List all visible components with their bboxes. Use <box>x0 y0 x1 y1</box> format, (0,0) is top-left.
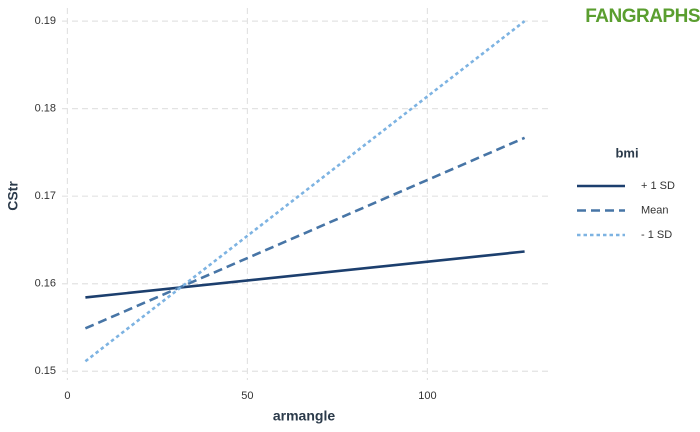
legend-label: Mean <box>641 204 669 216</box>
legend-label: - 1 SD <box>641 229 672 241</box>
line <box>84 136 526 330</box>
y-tick-label: 0.16 <box>35 278 56 290</box>
x-tick-label: 100 <box>418 390 436 402</box>
y-tick-label: 0.17 <box>35 190 56 202</box>
x-tick-label: 0 <box>64 390 70 402</box>
legend-title: bmi <box>615 145 638 160</box>
y-tick-label: 0.19 <box>35 15 56 27</box>
y-tick-label: 0.18 <box>35 103 56 115</box>
x-axis-label: armangle <box>273 408 335 424</box>
legend-label: + 1 SD <box>641 180 675 192</box>
y-tick-label: 0.15 <box>35 365 56 377</box>
line <box>84 20 526 363</box>
logo: FANGRAPHS <box>585 6 700 27</box>
line <box>85 250 525 299</box>
x-tick-label: 50 <box>241 390 253 402</box>
y-axis-label: CStr <box>5 181 21 211</box>
